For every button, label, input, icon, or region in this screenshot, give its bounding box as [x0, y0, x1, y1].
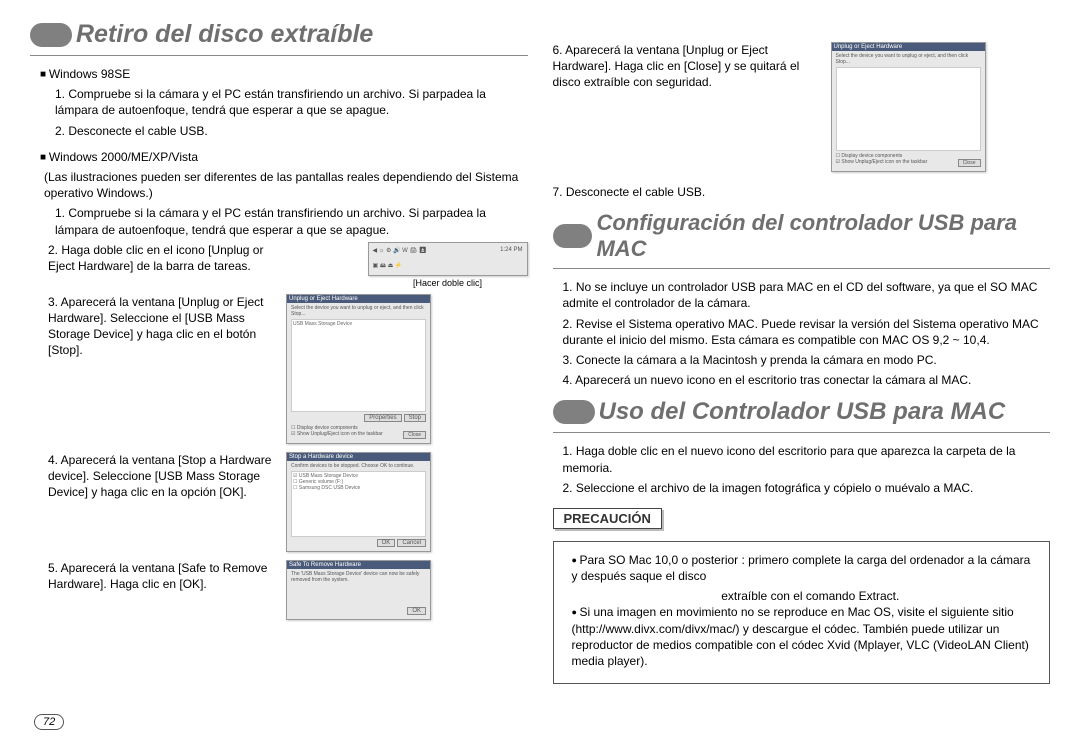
step4: 4. Aparecerá la ventana [Stop a Hardware… [48, 452, 278, 501]
step2: 2. Haga doble clic en el icono [Unplug o… [48, 242, 288, 274]
mac-cfg-1: 1. No se incluye un controlador USB para… [563, 279, 1051, 311]
mac-use-1: 1. Haga doble clic en el nuevo icono del… [563, 443, 1051, 475]
step5: 5. Aparecerá la ventana [Safe to Remove … [48, 560, 278, 592]
win98-step1: 1. Compruebe si la cámara y el PC están … [55, 86, 528, 118]
btn-ok-3: OK [407, 607, 426, 615]
dlg1-desc: Select the device you want to unplug or … [291, 305, 426, 317]
mac-cfg-2: 2. Revise el Sistema operativo MAC. Pued… [563, 316, 1051, 348]
stop-device-screenshot: Stop a Hardware device Confirm devices t… [286, 452, 431, 552]
caution-box: Para SO Mac 10,0 o posterior : primero c… [553, 541, 1051, 684]
title-underline-2 [553, 268, 1051, 269]
systray-screenshot: ◀ ☼ ⚙ 🔊 W 🖨 ⏏ 1:24 PM ▣ 🖴 ⏏ ⚡ [368, 242, 528, 276]
step1: 1. Compruebe si la cámara y el PC están … [55, 205, 528, 237]
dlg1-chk2: ☑ Show Unplug/Eject icon on the taskbar [291, 431, 383, 439]
caution-label: PRECAUCIÓN [553, 508, 662, 529]
step2-caption: [Hacer doble clic] [368, 278, 528, 288]
title-text-3: Uso del Controlador USB para MAC [577, 398, 1006, 426]
caution-item-2: Si una imagen en movimiento no se reprod… [572, 604, 1038, 669]
dlg4-title: Unplug or Eject Hardware [832, 43, 985, 51]
title-underline [30, 55, 528, 56]
dlg1-title: Unplug or Eject Hardware [287, 295, 430, 303]
win98-label: Windows 98SE [40, 66, 528, 82]
title-underline-3 [553, 432, 1051, 433]
systray-figure: ◀ ☼ ⚙ 🔊 W 🖨 ⏏ 1:24 PM ▣ 🖴 ⏏ ⚡ [Hacer dob… [368, 242, 528, 288]
btn-close: Close [403, 431, 426, 439]
caution-item-1: Para SO Mac 10,0 o posterior : primero c… [572, 552, 1038, 584]
step3: 3. Aparecerá la ventana [Unplug or Eject… [48, 294, 278, 359]
mac-cfg-4: 4. Aparecerá un nuevo icono en el escrit… [563, 372, 1051, 388]
dlg3-title: Safe To Remove Hardware [287, 561, 430, 569]
btn-close-2: Close [958, 159, 981, 167]
step6: 6. Aparecerá la ventana [Unplug or Eject… [553, 42, 823, 91]
dlg2-title: Stop a Hardware device [287, 453, 430, 461]
dlg1-list: USB Mass Storage Device [291, 319, 426, 412]
title-bullet-2 [553, 224, 593, 248]
unplug-dialog-2-screenshot: Unplug or Eject Hardware Select the devi… [831, 42, 986, 172]
tray-time: 1:24 PM [500, 247, 522, 253]
section-title-2: Configuración del controlador USB para M… [553, 210, 1051, 262]
step7: 7. Desconecte el cable USB. [553, 184, 1051, 200]
btn-properties: Properties [364, 414, 401, 422]
caution-item-1b: extraíble con el comando Extract. [584, 588, 1038, 604]
btn-ok: OK [377, 539, 396, 547]
dlg4-desc: Select the device you want to unplug or … [836, 53, 981, 65]
page-number: 72 [34, 714, 64, 730]
title-bullet [30, 23, 72, 47]
safe-remove-screenshot: Safe To Remove Hardware The 'USB Mass St… [286, 560, 431, 620]
mac-use-2: 2. Seleccione el archivo de la imagen fo… [563, 480, 1051, 496]
dlg2-desc: Confirm devices to be stopped. Choose OK… [291, 463, 426, 469]
unplug-dialog-screenshot: Unplug or Eject Hardware Select the devi… [286, 294, 431, 444]
title-bullet-3 [553, 400, 595, 424]
win2k-note: (Las ilustraciones pueden ser diferentes… [44, 169, 528, 201]
win2k-label: Windows 2000/ME/XP/Vista [40, 149, 528, 165]
btn-cancel: Cancel [397, 539, 426, 547]
dlg2-item3: ☐ Samsung DSC USB Device [293, 485, 424, 491]
section-title-1: Retiro del disco extraíble [30, 20, 528, 49]
title-text-2: Configuración del controlador USB para M… [574, 210, 1050, 262]
dlg3-body: The 'USB Mass Storage Device' device can… [291, 571, 426, 607]
section-title-3: Uso del Controlador USB para MAC [553, 398, 1051, 426]
btn-stop: Stop [404, 414, 426, 422]
dlg2-list: ☑ USB Mass Storage Device ☐ Generic volu… [291, 471, 426, 537]
dlg4-list [836, 67, 981, 151]
mac-cfg-3: 3. Conecte la cámara a la Macintosh y pr… [563, 352, 1051, 368]
win98-step2: 2. Desconecte el cable USB. [55, 123, 528, 139]
dlg4-chk2: ☑ Show Unplug/Eject icon on the taskbar [836, 159, 928, 167]
title-text: Retiro del disco extraíble [54, 20, 373, 49]
